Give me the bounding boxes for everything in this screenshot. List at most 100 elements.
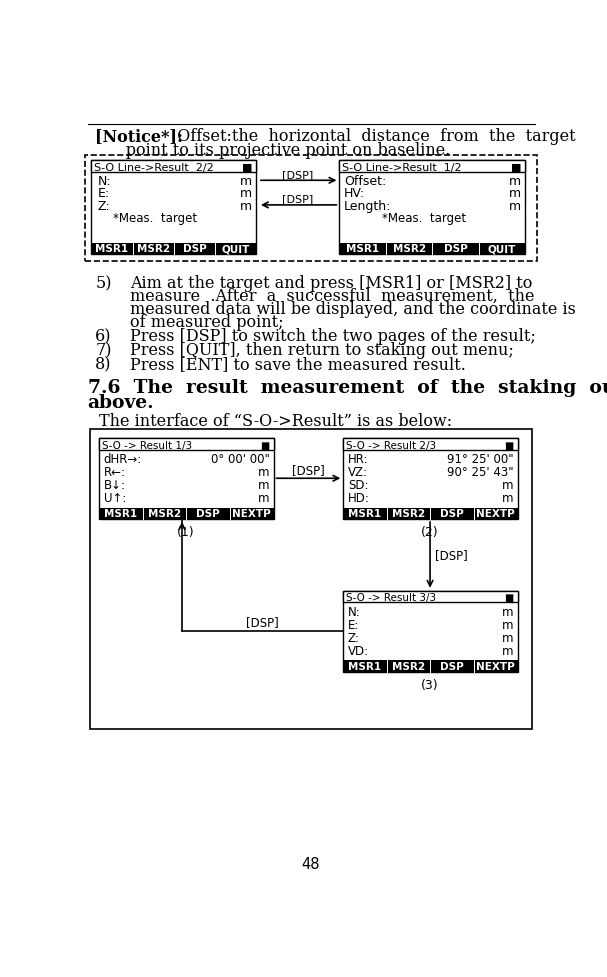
Text: Press [DSP] to switch the two pages of the result;: Press [DSP] to switch the two pages of t… xyxy=(130,328,536,345)
Bar xyxy=(339,243,526,255)
Text: 8): 8) xyxy=(95,356,112,372)
Text: HR:: HR: xyxy=(348,452,368,466)
Text: 0° 00' 00": 0° 00' 00" xyxy=(211,452,270,466)
Text: MSR2: MSR2 xyxy=(148,509,181,519)
Text: 5): 5) xyxy=(95,275,112,292)
Bar xyxy=(99,439,274,520)
Text: (1): (1) xyxy=(177,526,195,538)
Text: ■: ■ xyxy=(504,593,514,603)
Text: measured data will be displayed, and the coordinate is: measured data will be displayed, and the… xyxy=(130,301,576,319)
Text: S-O Line->Result  1/2: S-O Line->Result 1/2 xyxy=(342,162,462,173)
Text: Z:: Z: xyxy=(348,631,360,644)
Text: S-O -> Result 1/3: S-O -> Result 1/3 xyxy=(102,441,192,450)
Bar xyxy=(339,161,526,173)
Text: NEXTP: NEXTP xyxy=(476,509,515,519)
Text: MSR2: MSR2 xyxy=(393,244,426,254)
Text: R←:: R←: xyxy=(104,466,126,479)
Text: m: m xyxy=(240,199,252,213)
Text: *Meas.  target: *Meas. target xyxy=(382,212,466,225)
Text: m: m xyxy=(502,479,514,491)
Text: [DSP]: [DSP] xyxy=(435,548,467,562)
Text: MSR1: MSR1 xyxy=(348,509,382,519)
Bar xyxy=(90,430,532,730)
Text: MSR2: MSR2 xyxy=(392,509,425,519)
Text: Z:: Z: xyxy=(98,199,110,213)
Text: QUIT: QUIT xyxy=(222,244,250,254)
Text: ■: ■ xyxy=(511,162,521,173)
Bar xyxy=(92,161,256,173)
Bar xyxy=(85,155,537,262)
Text: above.: above. xyxy=(87,394,154,411)
Text: m: m xyxy=(258,466,270,479)
Text: [DSP]: [DSP] xyxy=(282,194,313,204)
Text: 91° 25' 00": 91° 25' 00" xyxy=(447,452,514,466)
Text: DSP: DSP xyxy=(196,509,220,519)
Text: measure  .After  a  successful  measurement,  the: measure .After a successful measurement,… xyxy=(130,288,535,305)
Text: N:: N: xyxy=(98,175,111,188)
Text: m: m xyxy=(509,199,521,213)
Text: 48: 48 xyxy=(302,856,320,871)
Text: m: m xyxy=(509,188,521,200)
Bar xyxy=(99,439,274,450)
Text: m: m xyxy=(240,175,252,188)
Bar xyxy=(92,161,256,255)
Text: ■: ■ xyxy=(504,441,514,450)
Bar xyxy=(99,508,274,520)
Text: HV:: HV: xyxy=(344,188,365,200)
Text: Press [QUIT], then return to staking out menu;: Press [QUIT], then return to staking out… xyxy=(130,342,514,359)
Text: ■: ■ xyxy=(260,441,270,450)
Text: S-O -> Result 2/3: S-O -> Result 2/3 xyxy=(347,441,436,450)
Text: MSR1: MSR1 xyxy=(95,244,129,254)
Bar xyxy=(343,439,518,450)
Text: S-O -> Result 3/3: S-O -> Result 3/3 xyxy=(347,593,436,603)
Text: NEXTP: NEXTP xyxy=(476,661,515,671)
Text: m: m xyxy=(258,479,270,491)
Text: MSR1: MSR1 xyxy=(104,509,137,519)
Text: 90° 25' 43": 90° 25' 43" xyxy=(447,466,514,479)
Text: S-O Line->Result  2/2: S-O Line->Result 2/2 xyxy=(95,162,214,173)
Text: E:: E: xyxy=(348,618,359,631)
Text: of measured point;: of measured point; xyxy=(130,315,283,331)
Bar xyxy=(92,243,256,255)
Text: Press [ENT] to save the measured result.: Press [ENT] to save the measured result. xyxy=(130,356,466,372)
Text: 7.6  The  result  measurement  of  the  staking  out: 7.6 The result measurement of the stakin… xyxy=(87,379,607,397)
Text: QUIT: QUIT xyxy=(488,244,517,254)
Text: MSR1: MSR1 xyxy=(346,244,379,254)
Text: m: m xyxy=(502,644,514,658)
Text: (2): (2) xyxy=(421,526,439,538)
Text: dHR→:: dHR→: xyxy=(104,452,142,466)
Text: [Notice*]:: [Notice*]: xyxy=(95,128,183,145)
Text: 6): 6) xyxy=(95,328,112,345)
Text: [DSP]: [DSP] xyxy=(292,463,325,477)
Text: m: m xyxy=(258,491,270,505)
Text: Offset:: Offset: xyxy=(344,175,386,188)
Text: The interface of “S-O->Result” is as below:: The interface of “S-O->Result” is as bel… xyxy=(99,412,452,430)
Text: [DSP]: [DSP] xyxy=(282,170,313,180)
Text: VD:: VD: xyxy=(348,644,369,658)
Text: 7): 7) xyxy=(95,342,112,359)
Text: Length:: Length: xyxy=(344,199,392,213)
Text: SD:: SD: xyxy=(348,479,368,491)
Text: m: m xyxy=(240,188,252,200)
Text: m: m xyxy=(509,175,521,188)
Bar xyxy=(343,439,518,520)
Text: B↓:: B↓: xyxy=(104,479,126,491)
Bar xyxy=(343,591,518,603)
Text: ■: ■ xyxy=(242,162,253,173)
Text: N:: N: xyxy=(348,605,361,617)
Bar xyxy=(343,508,518,520)
Text: DSP: DSP xyxy=(183,244,206,254)
Text: Offset:the  horizontal  distance  from  the  target: Offset:the horizontal distance from the … xyxy=(168,128,576,145)
Text: DSP: DSP xyxy=(440,509,464,519)
Text: m: m xyxy=(502,605,514,617)
Text: point to its projective point on baseline.: point to its projective point on baselin… xyxy=(95,142,450,159)
Text: DSP: DSP xyxy=(440,661,464,671)
Text: DSP: DSP xyxy=(444,244,467,254)
Text: m: m xyxy=(502,491,514,505)
Text: Aim at the target and press [MSR1] or [MSR2] to: Aim at the target and press [MSR1] or [M… xyxy=(130,275,532,292)
Bar xyxy=(343,591,518,672)
Text: MSR2: MSR2 xyxy=(137,244,170,254)
Text: E:: E: xyxy=(98,188,110,200)
Text: NEXTP: NEXTP xyxy=(232,509,271,519)
Text: [DSP]: [DSP] xyxy=(246,615,279,628)
